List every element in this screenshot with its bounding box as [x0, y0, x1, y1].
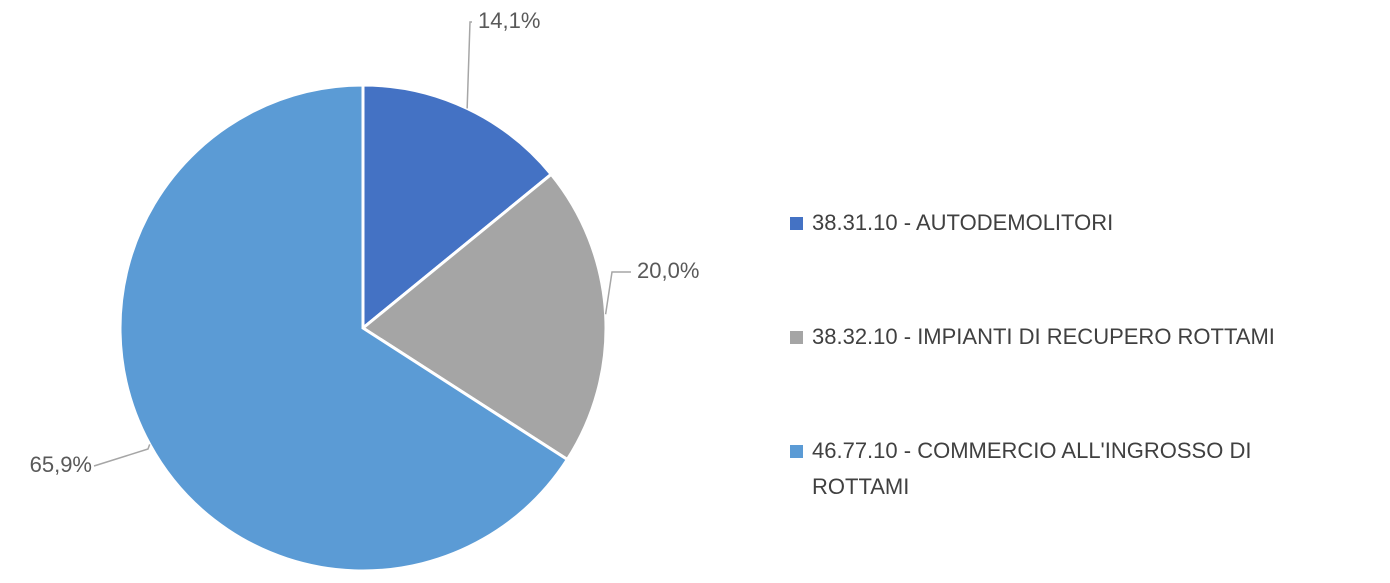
data-label: 20,0%: [637, 258, 699, 283]
leader-line: [93, 444, 151, 467]
legend-label: 38.31.10 - AUTODEMOLITORI: [812, 210, 1114, 235]
legend-swatch: [790, 445, 803, 458]
data-label: 14,1%: [478, 8, 540, 33]
pie-slice: [361, 83, 554, 332]
legend-swatch: [790, 217, 803, 230]
legend-label: 38.32.10 - IMPIANTI DI RECUPERO ROTTAMI: [812, 324, 1275, 349]
legend-item: 46.77.10 - COMMERCIO ALL'INGROSSO DI ROT…: [790, 433, 1350, 505]
leader-line: [604, 271, 631, 315]
page: 14,1% 20,0% 65,9% 38.31.10 - AUTODEMOLITOR…: [29, 7, 1275, 571]
data-label: 65,9%: [30, 452, 92, 477]
legend-label: 46.77.10 - COMMERCIO ALL'INGROSSO DI ROT…: [812, 438, 1252, 499]
legend: 38.31.10 - AUTODEMOLITORI 38.32.10 - IMPI…: [790, 205, 1350, 583]
leader-line: [466, 21, 472, 109]
legend-item: 38.31.10 - AUTODEMOLITORI: [790, 205, 1350, 241]
legend-swatch: [790, 331, 803, 344]
legend-item: 38.32.10 - IMPIANTI DI RECUPERO ROTTAMI: [790, 319, 1350, 355]
chart: 14,1% 20,0% 65,9%: [30, 8, 699, 571]
